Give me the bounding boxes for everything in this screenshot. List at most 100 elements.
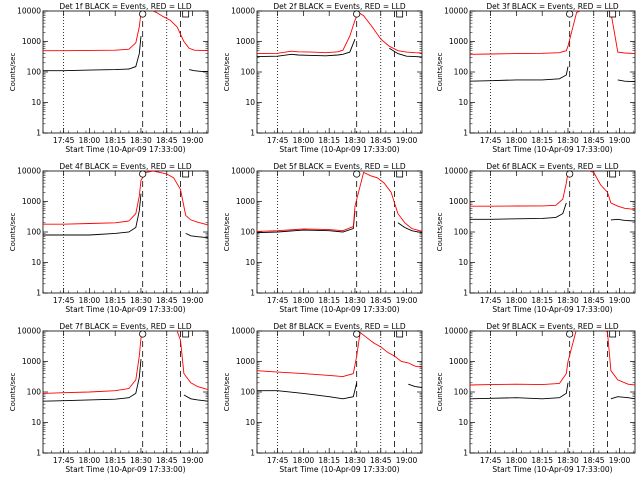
y-tick-label: 10 <box>458 258 468 267</box>
x-tick-label: 19:00 <box>609 296 631 305</box>
x-tick-label: 17:45 <box>53 296 75 305</box>
square-marker <box>609 330 617 338</box>
y-tick-label: 1 <box>36 449 41 458</box>
x-tick-label: 18:30 <box>557 136 579 145</box>
circle-marker <box>139 330 147 338</box>
y-tick-label: 1 <box>250 129 255 138</box>
x-tick-label: 18:45 <box>156 456 178 465</box>
panel-title: Det 9f BLACK = Events, RED = LLD <box>486 322 619 331</box>
x-axis-label: Start Time (10-Apr-09 17:33:00) <box>279 305 399 314</box>
lld-series-line <box>257 171 422 232</box>
plot-frame <box>256 330 423 454</box>
lld-series-line <box>43 171 208 226</box>
lld-series-line <box>257 331 422 378</box>
x-tick-label: 18:30 <box>557 456 579 465</box>
x-tick-label: 17:45 <box>53 136 75 145</box>
x-axis-label: Start Time (10-Apr-09 17:33:00) <box>492 145 612 154</box>
y-tick-label: 1 <box>463 449 468 458</box>
x-tick-label: 18:30 <box>130 136 152 145</box>
x-tick-label: 17:45 <box>267 136 289 145</box>
events-series-line <box>43 193 208 239</box>
y-axis-label: Counts/sec <box>436 53 444 92</box>
y-tick-label: 10000 <box>231 327 255 336</box>
circle-marker <box>139 170 147 178</box>
panel-2: Det 2f BLACK = Events, RED = LLD 1 10 100 10… <box>223 2 423 154</box>
panel-7: Det 7f BLACK = Events, RED = LLD 1 10 100 10… <box>9 322 209 474</box>
x-tick-label: 19:00 <box>182 296 204 305</box>
panel-title: Det 2f BLACK = Events, RED = LLD <box>273 2 406 11</box>
y-tick-label: 100 <box>27 388 42 397</box>
y-axis-label: Counts/sec <box>223 213 231 252</box>
y-tick-label: 10 <box>245 258 255 267</box>
y-tick-label: 10 <box>31 98 41 107</box>
y-tick-label: 10000 <box>444 327 468 336</box>
x-tick-label: 18:45 <box>156 296 178 305</box>
x-tick-label: 19:00 <box>396 136 418 145</box>
y-tick-label: 10000 <box>444 167 468 176</box>
x-tick-label: 17:45 <box>267 456 289 465</box>
y-tick-label: 10000 <box>17 167 41 176</box>
x-tick-label: 19:00 <box>396 456 418 465</box>
series-group <box>257 331 422 400</box>
y-tick-label: 1000 <box>236 37 255 46</box>
panel-title: Det 7f BLACK = Events, RED = LLD <box>59 322 192 331</box>
x-tick-label: 18:30 <box>344 136 366 145</box>
y-axis-label: Counts/sec <box>9 373 17 412</box>
y-tick-label: 100 <box>27 228 42 237</box>
x-tick-label: 18:00 <box>293 136 315 145</box>
plot-frame <box>469 10 636 134</box>
x-tick-label: 18:45 <box>370 296 392 305</box>
lld-series-line <box>257 11 422 55</box>
square-marker <box>396 10 404 18</box>
x-tick-label: 18:00 <box>79 136 101 145</box>
x-tick-label: 19:00 <box>396 296 418 305</box>
events-series-line <box>470 66 635 83</box>
y-tick-label: 10 <box>31 258 41 267</box>
y-axis-label: Counts/sec <box>9 213 17 252</box>
square-marker <box>609 170 617 178</box>
y-tick-label: 1 <box>463 129 468 138</box>
x-axis-label: Start Time (10-Apr-09 17:33:00) <box>65 145 185 154</box>
x-axis-label: Start Time (10-Apr-09 17:33:00) <box>279 145 399 154</box>
x-tick-label: 18:00 <box>293 296 315 305</box>
y-tick-label: 10000 <box>444 7 468 16</box>
panel-title: Det 1f BLACK = Events, RED = LLD <box>59 2 192 11</box>
y-tick-label: 10000 <box>17 7 41 16</box>
y-axis-label: Counts/sec <box>223 373 231 412</box>
square-marker <box>396 170 404 178</box>
y-tick-label: 1000 <box>449 357 468 366</box>
x-tick-label: 19:00 <box>182 456 204 465</box>
events-series-line <box>470 202 635 222</box>
plot-frame <box>42 330 209 454</box>
y-tick-label: 1000 <box>449 197 468 206</box>
y-tick-label: 100 <box>454 228 469 237</box>
circle-marker <box>353 330 361 338</box>
panel-1: Det 1f BLACK = Events, RED = LLD 1 10 100 10… <box>9 2 209 154</box>
y-tick-label: 10 <box>31 418 41 427</box>
plot-frame <box>42 10 209 134</box>
x-axis-label: Start Time (10-Apr-09 17:33:00) <box>65 305 185 314</box>
x-tick-label: 18:30 <box>344 456 366 465</box>
y-tick-label: 10 <box>245 98 255 107</box>
series-group <box>43 11 208 72</box>
x-tick-label: 18:15 <box>318 296 340 305</box>
panel-title: Det 8f BLACK = Events, RED = LLD <box>273 322 406 331</box>
x-tick-label: 18:00 <box>506 136 528 145</box>
x-axis-label: Start Time (10-Apr-09 17:33:00) <box>279 465 399 474</box>
series-group <box>470 11 635 83</box>
panel-title: Det 6f BLACK = Events, RED = LLD <box>486 162 619 171</box>
x-tick-label: 19:00 <box>609 456 631 465</box>
series-group <box>470 171 635 222</box>
panel-6: Det 6f BLACK = Events, RED = LLD 1 10 100 10… <box>436 162 636 314</box>
square-marker <box>182 10 190 18</box>
x-tick-label: 17:45 <box>267 296 289 305</box>
series-group <box>257 11 422 58</box>
circle-marker <box>353 10 361 18</box>
circle-marker <box>566 330 574 338</box>
x-tick-label: 18:30 <box>557 296 579 305</box>
lld-series-line <box>470 331 635 386</box>
plot-frame <box>469 170 636 294</box>
x-tick-label: 18:15 <box>104 296 126 305</box>
x-tick-label: 18:00 <box>79 456 101 465</box>
panel-title: Det 4f BLACK = Events, RED = LLD <box>59 162 192 171</box>
